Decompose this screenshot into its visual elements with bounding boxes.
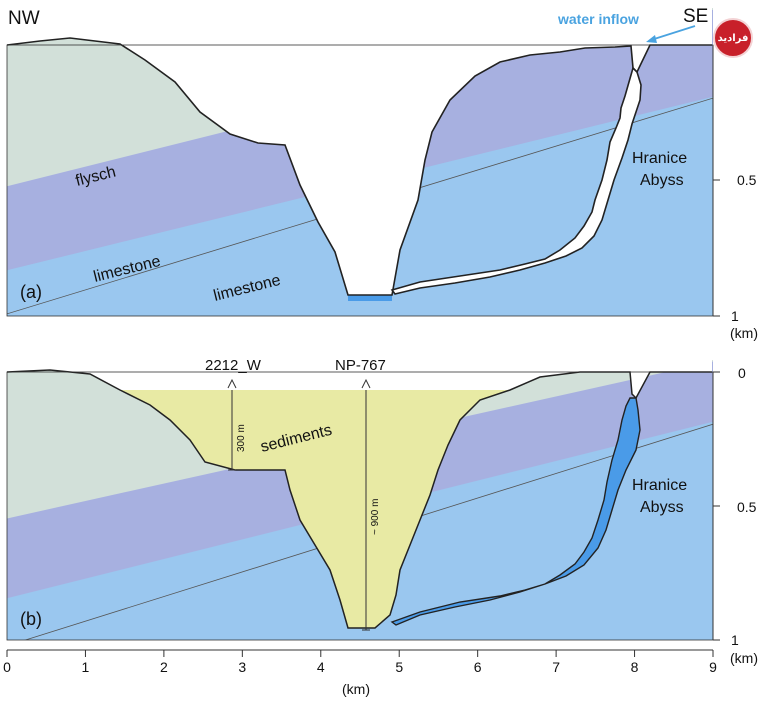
depth-unit-b: (km) — [730, 650, 758, 666]
watermark-logo: فرادید — [713, 18, 753, 58]
distance-tick-label-1: 1 — [82, 659, 90, 675]
distance-tick-label-3: 3 — [238, 659, 246, 675]
depth-unit-a: (km) — [730, 325, 758, 341]
borehole-2212-depth: 300 m — [236, 424, 247, 452]
se-label: SE — [683, 6, 708, 27]
distance-tick-label-8: 8 — [631, 659, 639, 675]
borehole-np767-arrow — [361, 378, 371, 389]
sediments-fill — [120, 390, 510, 628]
distance-tick-label-0: 0 — [3, 659, 11, 675]
depth-label-b-half: 0.5 — [737, 499, 757, 515]
depth-label-b-zero: 0 — [738, 365, 746, 381]
depth-label-a-half: 0.5 — [737, 172, 757, 188]
distance-tick-label-7: 7 — [552, 659, 560, 675]
hranice-label-a: Hranice — [632, 150, 687, 167]
borehole-np767-depth: ~ 900 m — [370, 499, 381, 535]
topography-line-a — [7, 37, 712, 296]
panel-a-tag: (a) — [20, 282, 42, 302]
panel-b-tag: (b) — [20, 609, 42, 629]
distance-tick-label-5: 5 — [395, 659, 403, 675]
water-inflow-label: water inflow — [557, 11, 639, 27]
water-inflow-arrowhead — [646, 35, 657, 43]
distance-tick-label-9: 9 — [709, 659, 717, 675]
abyss-label-a: Abyss — [640, 172, 684, 189]
water-pool-a — [348, 295, 392, 301]
abyss-label-b: Abyss — [640, 499, 684, 516]
sky-a — [7, 8, 712, 295]
borehole-2212-name: 2212_W — [205, 357, 262, 374]
distance-axis: (km) 0 1 2 3 4 5 6 7 8 9 — [3, 649, 717, 697]
hranice-label-b: Hranice — [632, 477, 687, 494]
depth-label-b-one: 1 — [731, 632, 739, 648]
borehole-np767-name: NP-767 — [335, 357, 386, 374]
distance-tick-label-2: 2 — [160, 659, 168, 675]
sky-b — [7, 360, 712, 398]
panel-b: 2212_W NP-767 300 m ~ 900 m sediments Hr… — [6, 357, 758, 666]
depth-label-a-one: 1 — [731, 308, 739, 324]
hranice-abyss-cave-b — [390, 397, 641, 626]
distance-tick-label-6: 6 — [474, 659, 482, 675]
borehole-2212-arrow — [227, 378, 237, 389]
topography-line-b — [7, 369, 712, 629]
distance-tick-label-4: 4 — [317, 659, 325, 675]
nw-label: NW — [8, 8, 40, 29]
panel-a: NW SE water inflow flysch limestone lime… — [6, 6, 758, 341]
distance-axis-unit: (km) — [342, 681, 370, 697]
water-inflow-arrow — [650, 25, 696, 41]
